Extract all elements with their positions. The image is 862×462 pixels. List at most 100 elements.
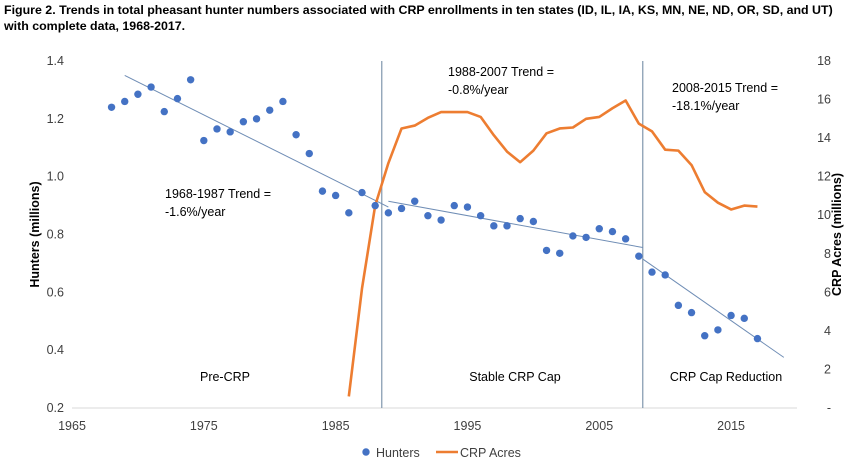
y-right-tick-label: 16 [817, 93, 831, 107]
trend-line [124, 75, 389, 208]
figure-title-line-2: with complete data, 1968-2017. [4, 19, 186, 33]
annotations-layer: 1968-1987 Trend = -1.6%/year 1988-2007 Tre… [165, 65, 782, 384]
x-tick-label: 1965 [58, 419, 86, 433]
hunters-point [226, 128, 234, 136]
y-right-axis-title: CRP Acres (millions) [830, 173, 844, 296]
trend-annotation: -18.1%/year [672, 99, 739, 113]
y-right-tick-label: 14 [817, 131, 831, 145]
hunters-point [714, 326, 722, 334]
hunters-point [753, 334, 762, 343]
hunters-point [582, 233, 590, 242]
hunters-series-layer [107, 76, 762, 343]
y-right-tick-label: 10 [817, 208, 831, 222]
hunters-point [411, 197, 419, 205]
hunters-point [331, 191, 340, 200]
y-right-tick-label: 6 [824, 285, 831, 299]
hunters-point [384, 209, 393, 217]
hunters-point [345, 209, 353, 217]
trend-line [388, 200, 643, 249]
hunters-point [476, 212, 485, 220]
trend-annotation: 1988-2007 Trend = [448, 65, 554, 79]
crp-acres-line [347, 99, 758, 397]
hunters-point [147, 83, 155, 91]
y-right-tick-label: 12 [817, 170, 831, 184]
hunters-point [134, 90, 142, 98]
hunters-point [371, 201, 379, 210]
period-label: Pre-CRP [200, 370, 250, 384]
hunters-point [608, 227, 617, 236]
trend-annotation: 1968-1987 Trend = [165, 187, 271, 201]
hunters-point [542, 246, 551, 255]
y-right-tick-label: - [827, 401, 831, 415]
hunters-point [107, 103, 116, 111]
y-right-tick-label: 2 [824, 362, 831, 376]
period-label: CRP Cap Reduction [670, 370, 782, 384]
crp-series-layer [347, 99, 758, 397]
hunters-point [674, 301, 683, 310]
x-tick-label: 1995 [454, 419, 482, 433]
trend-annotation: 2008-2015 Trend = [672, 81, 778, 95]
hunters-point [279, 97, 287, 106]
figure-title-line-1: Figure 2. Trends in total pheasant hunte… [4, 3, 833, 17]
legend-crp-label: CRP Acres [460, 446, 521, 460]
legend-hunters-label: Hunters [376, 446, 420, 460]
hunters-point [635, 252, 643, 260]
y-right-tick-label: 4 [824, 324, 831, 338]
hunters-point [358, 188, 366, 197]
period-label: Stable CRP Cap [469, 370, 561, 384]
y-right-tick-label: 18 [817, 54, 831, 68]
trend-annotation: -1.6%/year [165, 205, 225, 219]
y-left-tick-label: 0.6 [47, 285, 64, 299]
x-tick-label: 1975 [190, 419, 218, 433]
y-left-tick-label: 1.2 [47, 112, 64, 126]
legend: Hunters CRP Acres [362, 446, 521, 460]
hunters-point [437, 216, 445, 224]
hunters-point [648, 268, 656, 276]
figure-title: Figure 2. Trends in total pheasant hunte… [4, 2, 859, 34]
hunters-point [450, 201, 458, 210]
hunters-point [397, 204, 406, 213]
hunters-point [424, 212, 432, 220]
hunters-point [252, 115, 261, 123]
legend-hunters-marker [362, 448, 370, 456]
hunters-point [173, 94, 182, 103]
x-tick-label: 1985 [322, 419, 350, 433]
hunters-point [463, 203, 472, 211]
y-left-tick-label: 0.2 [47, 401, 64, 415]
y-left-axis-title: Hunters (millions) [28, 181, 42, 287]
hunters-point [503, 222, 511, 230]
hunters-point [529, 217, 538, 226]
hunters-point [305, 149, 313, 158]
hunters-point [160, 107, 168, 116]
y-left-tick-label: 1.4 [47, 54, 64, 68]
hunters-point [556, 249, 564, 257]
hunters-point [595, 225, 603, 233]
hunters-point [318, 187, 327, 195]
hunters-point [687, 308, 696, 317]
hunters-point [121, 97, 129, 106]
x-tick-label: 2015 [717, 419, 745, 433]
trend-annotation: -0.8%/year [448, 83, 508, 97]
hunters-point [266, 106, 274, 114]
period-dividers-layer [381, 61, 644, 408]
hunters-point [740, 314, 748, 323]
hunters-point [490, 222, 498, 230]
hunters-point [701, 332, 709, 340]
hunters-point [239, 118, 248, 126]
hunters-point [200, 136, 208, 145]
axes-layer: 1965 1975 1985 1995 2005 2015 0.2 0.4 0.6 0.8 1.0 1… [28, 54, 844, 433]
hunters-point [292, 131, 300, 139]
y-right-tick-label: 8 [824, 247, 831, 261]
hunters-point [186, 76, 195, 84]
y-left-tick-label: 1.0 [47, 170, 64, 184]
hunters-point [569, 232, 577, 240]
y-left-tick-label: 0.4 [47, 343, 64, 357]
hunters-point [516, 214, 524, 223]
hunters-point [621, 235, 630, 243]
hunters-point [727, 311, 735, 320]
hunters-point [213, 125, 221, 133]
y-left-tick-label: 0.8 [47, 228, 64, 242]
hunters-point [661, 271, 669, 279]
x-tick-label: 2005 [585, 419, 613, 433]
